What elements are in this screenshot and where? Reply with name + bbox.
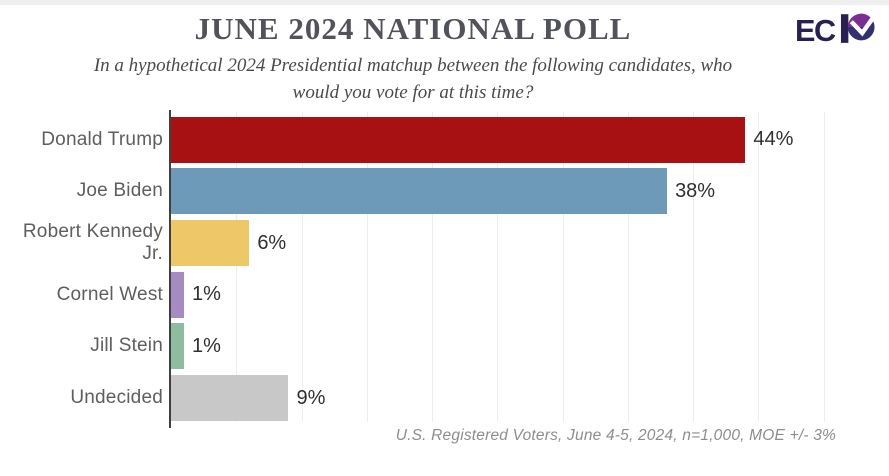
category-label: Undecided (70, 387, 163, 409)
value-label: 1% (192, 334, 221, 357)
value-label: 6% (257, 231, 287, 254)
ecp-logo: EC (795, 13, 877, 48)
gridline (497, 112, 499, 422)
value-label: 44% (753, 128, 794, 151)
plot-area: 38% (171, 168, 889, 215)
plot-area: 44% (171, 116, 889, 163)
header: JUNE 2024 NATIONAL POLL In a hypothetica… (0, 11, 826, 106)
bar-row-cornel-west: Cornel West 1% (0, 269, 889, 321)
gridline (562, 112, 564, 422)
gridline (432, 112, 434, 422)
gridline (301, 112, 303, 422)
value-label: 38% (675, 179, 716, 202)
category-label: Donald Trump (41, 128, 163, 150)
gridline (823, 112, 825, 422)
category-label: Cornel West (56, 283, 163, 305)
value-label: 1% (192, 283, 221, 306)
bar-row-jill-stein: Jill Stein 1% (0, 321, 889, 373)
gridline (758, 112, 760, 422)
gridlines (171, 112, 889, 422)
poll-question-line2: would you vote for at this time? (292, 82, 534, 103)
bar-row-undecided: Undecided 9% (0, 372, 889, 424)
bar-jill-stein (171, 323, 185, 370)
gridline (627, 112, 629, 422)
bar-undecided (171, 375, 289, 422)
category-label: Joe Biden (76, 180, 163, 202)
y-axis-line (169, 110, 171, 428)
bar-joe-biden (171, 168, 668, 215)
gridline (366, 112, 368, 422)
bar-robert-kennedy-jr (171, 220, 250, 267)
page-title: JUNE 2024 NATIONAL POLL (194, 11, 632, 46)
poll-question: In a hypothetical 2024 Presidential matc… (0, 52, 826, 106)
category-label: Jill Stein (90, 335, 163, 357)
value-label: 9% (296, 386, 326, 409)
plot-area: 6% (171, 220, 889, 267)
plot-area: 1% (171, 271, 889, 318)
bar-cornel-west (171, 271, 185, 318)
bar-row-robert-kennedy-jr: Robert Kennedy Jr. 6% (0, 217, 889, 269)
bar-row-donald-trump: Donald Trump 44% (0, 114, 889, 166)
plot-area: 1% (171, 323, 889, 370)
gridline (236, 112, 238, 422)
bar-donald-trump (171, 116, 746, 163)
bar-chart: Donald Trump 44% Joe Biden 38% Robert Ke… (0, 114, 889, 424)
svg-text:EC: EC (795, 14, 836, 48)
category-label: Robert Kennedy Jr. (22, 221, 163, 265)
top-edge-strip (0, 0, 889, 5)
bar-row-joe-biden: Joe Biden 38% (0, 166, 889, 218)
gridline (693, 112, 695, 422)
poll-question-line1: In a hypothetical 2024 Presidential matc… (93, 55, 733, 76)
plot-area: 9% (171, 375, 889, 422)
methodology-note: U.S. Registered Voters, June 4-5, 2024, … (395, 427, 836, 444)
